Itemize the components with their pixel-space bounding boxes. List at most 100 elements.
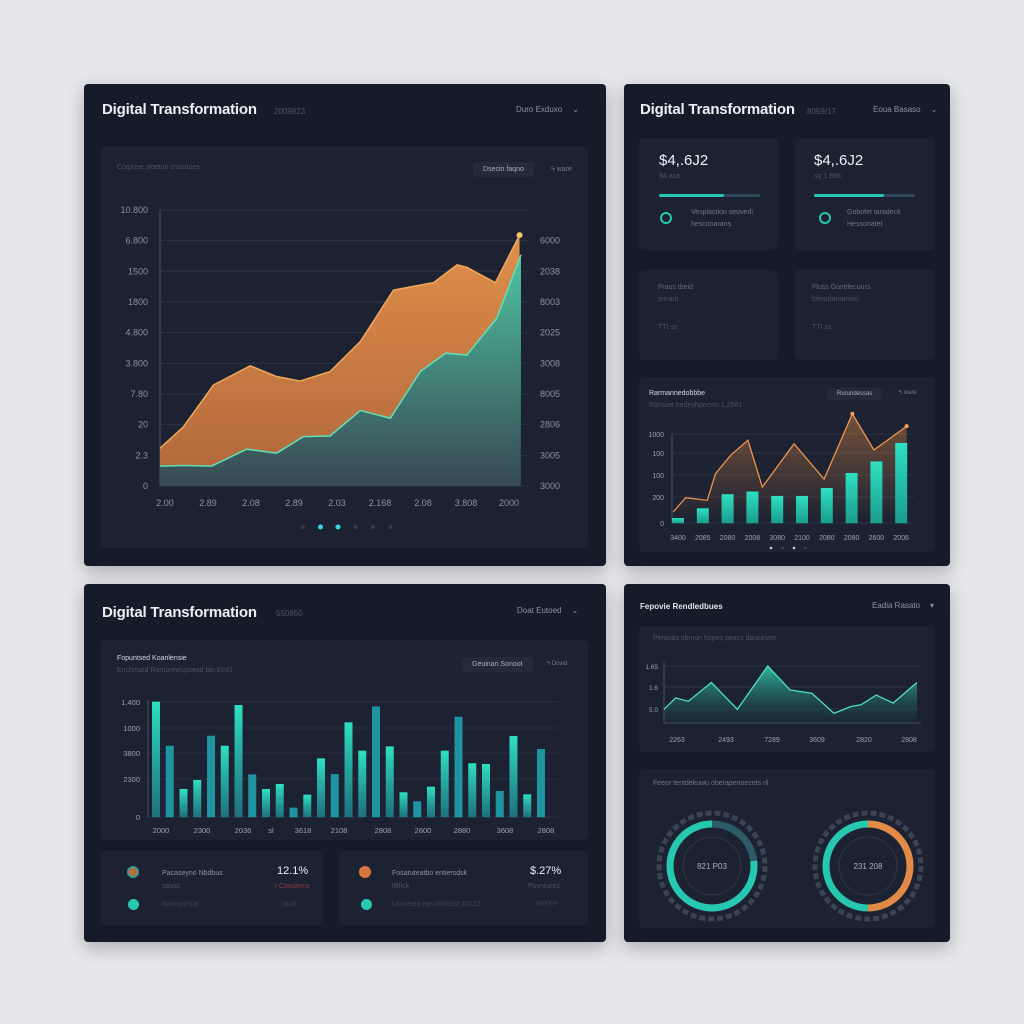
y-tick-label: 0 <box>143 481 148 491</box>
kpi-progress <box>659 194 760 197</box>
kpi-desc2: Hessonatet <box>847 221 883 228</box>
x-tick-label: 7289 <box>764 737 780 744</box>
y2-tick-label: 6000 <box>540 236 560 246</box>
bar <box>495 790 504 818</box>
bar <box>248 774 257 818</box>
bar <box>344 722 353 818</box>
filter-button[interactable]: Rurundessas <box>827 388 883 400</box>
line-chart: 5.0 1.6 1.65 2263 2493 7289 3609 2820 2808 <box>645 662 921 744</box>
export-button[interactable]: ϟ ware <box>899 390 917 396</box>
x-tick-label: 2808 <box>538 826 555 835</box>
pager-dot <box>388 525 393 529</box>
x-tick-label: 2.89 <box>285 498 303 508</box>
stat-card: Pacaseyno Nbdbus sausc 12.1% I Cavulerro… <box>101 851 322 925</box>
series-line <box>672 412 908 513</box>
bar <box>746 491 759 524</box>
x-tick-label: 2600 <box>869 535 885 542</box>
x-tick-label: 3.808 <box>455 498 478 508</box>
bolt-icon: ϟ <box>899 390 904 396</box>
y-tick-label: 5.0 <box>649 707 658 714</box>
dropdown-label: Eadia Rasato <box>872 601 921 610</box>
x-tick-label: 2820 <box>856 737 872 744</box>
kpi-sub: sq 1 888 <box>814 173 841 180</box>
panel-subtitle: 8059/17 <box>807 107 836 116</box>
inner-ring <box>838 836 898 896</box>
export-button[interactable]: ϟ ware <box>551 166 572 173</box>
filter-button[interactable]: Geuinan Sonoot <box>462 657 533 672</box>
y-tick-label: 200 <box>652 495 664 502</box>
x-tick-label: 2080 <box>819 535 835 542</box>
y-tick-label: 1800 <box>128 297 148 307</box>
bar <box>672 518 684 524</box>
x-tick-label: 2808 <box>901 737 917 744</box>
y-tick-label: 20 <box>138 420 148 430</box>
x-tick-label: 2263 <box>669 737 685 744</box>
kpi-desc: Gobofet taradeck <box>847 209 901 216</box>
bar <box>165 745 174 818</box>
x-tick-label: 2006 <box>893 535 909 542</box>
dropdown-label: Duro Exduxo <box>516 105 563 114</box>
bolt-icon: ϟ <box>547 661 552 667</box>
bar <box>468 763 477 818</box>
combo-chart: 0 200 100 100 1000 3400 2085 2080 2008 3080 2100 20… <box>648 411 914 550</box>
kpi-card: $4,.6J2 $4 aza Vesplaction seovedi hesco… <box>639 138 778 250</box>
export-button[interactable]: ϟ Dowd <box>547 661 568 667</box>
x-tick-label: 3400 <box>670 535 686 542</box>
y-tick-label: 1000 <box>648 432 664 439</box>
mini-title: Fraus tbeid <box>658 284 694 291</box>
stat-delta: I Cavulerro <box>275 883 310 890</box>
stat-name2: tBfick <box>392 883 410 890</box>
y2-tick-label: 8003 <box>540 297 560 307</box>
bar <box>413 801 422 818</box>
bar <box>523 794 532 818</box>
series-line <box>663 664 918 715</box>
donut-center-label: 821 P03 <box>697 862 727 871</box>
kpi-desc: Vesplaction seovedi <box>691 209 753 216</box>
bar <box>427 786 435 818</box>
x-tick-label: 2880 <box>454 826 471 835</box>
chart-label: Rarmannedobbbe <box>649 390 706 397</box>
chart-label: Peronas tibmun hopes peacs dancestet <box>653 635 776 642</box>
bar <box>796 495 808 524</box>
chart-sub: Rarnuet bedeyhpecxts 1,2561 <box>649 402 743 409</box>
y2-tick-label: 2806 <box>540 420 560 430</box>
gear-icon <box>128 899 139 910</box>
pager-dot <box>353 525 358 529</box>
bar <box>262 788 270 818</box>
stat-row2-value: uturt <box>283 901 298 908</box>
inner-ring <box>682 836 742 896</box>
period-dropdown[interactable]: Doat Eutoed ⌄ <box>517 606 578 615</box>
bar <box>330 774 339 818</box>
mini-sub: benodaruaniso <box>812 296 859 303</box>
bar <box>372 706 380 818</box>
x-tick-label: 3618 <box>295 826 312 835</box>
filter-button[interactable]: Dsecin faqno <box>473 162 534 177</box>
bar <box>870 461 883 524</box>
series-area-teal <box>160 254 521 486</box>
x-tick-label: 2000 <box>499 498 519 508</box>
stat-card: Fosaruteatbo entiersdsk tBfick $.27% Puv… <box>338 851 588 925</box>
y-tick-label: 100 <box>652 473 664 480</box>
line-card: Peronas tibmun hopes peacs dancestet <box>639 626 935 752</box>
bar-chart: 0 2300 3800 1000 1,400 2000 2300 2036 sl 3618 2108… <box>121 698 558 835</box>
mini-sub: terrarit <box>658 296 679 303</box>
bar <box>895 442 908 524</box>
x-tick-label: 2080 <box>720 535 736 542</box>
y-tick-label: 3.800 <box>125 358 148 368</box>
y-tick-label: 1,400 <box>121 698 140 707</box>
panel-subtitle: 2009823 <box>274 107 306 116</box>
y-tick-label: 1.65 <box>645 664 658 671</box>
chart-sub: Enchmatd Romonheupsesd tao Ecd1 <box>117 667 233 674</box>
bar <box>482 763 490 818</box>
y2-tick-label: 3005 <box>540 450 560 460</box>
bar <box>845 472 858 524</box>
bar <box>820 487 833 524</box>
bar <box>275 784 284 818</box>
period-dropdown[interactable]: Eoua Basaso ⌄ <box>873 105 937 114</box>
period-dropdown[interactable]: Eadia Rasato ▾ <box>872 601 934 610</box>
y-tick-label: 1000 <box>123 724 140 733</box>
y-tick-label: 10.800 <box>120 205 148 215</box>
mini-card: Fluss Gontifecours benodaruaniso TTI ss <box>794 270 935 360</box>
x-tick-label: 2100 <box>794 535 810 542</box>
period-dropdown[interactable]: Duro Exduxo ⌄ <box>516 105 579 114</box>
